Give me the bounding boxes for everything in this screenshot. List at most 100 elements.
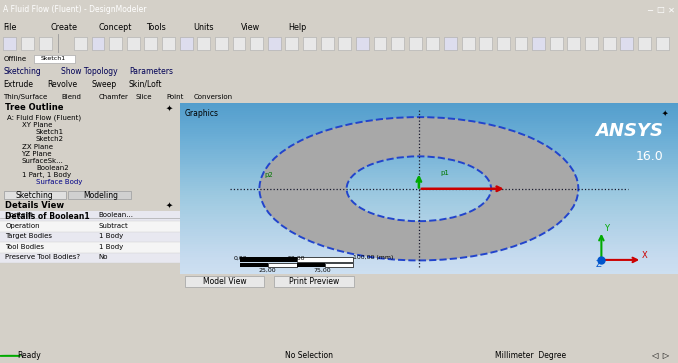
Bar	[197, 37, 210, 50]
Bar	[268, 37, 281, 50]
Text: Surface Body: Surface Body	[36, 179, 82, 185]
Bar	[567, 37, 580, 50]
Text: Sweep: Sweep	[92, 80, 117, 89]
Bar	[240, 257, 297, 262]
Bar	[321, 37, 334, 50]
Text: YZ Plane: YZ Plane	[22, 151, 52, 157]
Bar	[109, 37, 122, 50]
Bar	[603, 37, 616, 50]
Text: 1 Body: 1 Body	[99, 233, 123, 240]
Text: Z: Z	[595, 260, 601, 269]
Bar	[656, 37, 669, 50]
Bar	[585, 37, 598, 50]
Bar	[303, 37, 316, 50]
Text: Extrude: Extrude	[3, 80, 33, 89]
Text: Tool Bodies: Tool Bodies	[5, 244, 44, 250]
Text: Sketch1: Sketch1	[41, 57, 66, 61]
Text: Boolean2: Boolean2	[36, 165, 68, 171]
Bar	[338, 37, 351, 50]
Text: Tree Outline: Tree Outline	[5, 103, 64, 113]
Bar	[240, 263, 268, 267]
Text: Parameters: Parameters	[129, 67, 173, 76]
Text: A Fluid Flow (Fluent) - DesignModeler: A Fluid Flow (Fluent) - DesignModeler	[3, 5, 147, 15]
Bar	[34, 54, 75, 64]
Text: Preserve Tool Bodies?: Preserve Tool Bodies?	[5, 254, 81, 260]
Text: 100,00 (mm): 100,00 (mm)	[353, 256, 394, 260]
Text: 1 Part, 1 Body: 1 Part, 1 Body	[22, 172, 71, 178]
Bar	[0, 211, 180, 221]
Bar	[21, 37, 34, 50]
Bar	[297, 257, 353, 262]
Text: Chamfer: Chamfer	[98, 94, 128, 100]
Bar	[550, 37, 563, 50]
Text: Subtract: Subtract	[99, 223, 129, 229]
Text: Graphics: Graphics	[184, 109, 218, 118]
Text: Ready: Ready	[17, 351, 41, 360]
Text: Conversion: Conversion	[193, 94, 233, 100]
Circle shape	[0, 355, 20, 356]
Bar	[250, 37, 263, 50]
Text: Modeling: Modeling	[83, 191, 118, 200]
Bar	[479, 37, 492, 50]
Text: 1 Body: 1 Body	[99, 244, 123, 250]
Text: p2: p2	[264, 172, 273, 178]
Bar	[39, 37, 52, 50]
Bar	[275, 276, 354, 287]
Text: Details of Boolean1: Details of Boolean1	[5, 212, 90, 221]
Bar	[426, 37, 439, 50]
Bar	[285, 37, 298, 50]
Bar	[74, 37, 87, 50]
Text: No Selection: No Selection	[285, 351, 333, 360]
Bar	[0, 232, 180, 242]
Bar	[462, 37, 475, 50]
Text: SurfaceSk...: SurfaceSk...	[22, 158, 64, 164]
Bar	[92, 37, 104, 50]
Bar	[0, 242, 180, 253]
Text: ✦: ✦	[165, 201, 172, 209]
Text: Print Preview: Print Preview	[289, 277, 340, 286]
PathPatch shape	[260, 117, 578, 260]
Text: ✦: ✦	[662, 109, 668, 118]
Bar	[444, 37, 457, 50]
Bar	[3, 192, 66, 199]
Text: Sketch2: Sketch2	[36, 136, 64, 142]
Bar	[515, 37, 527, 50]
Bar	[268, 263, 297, 267]
Bar	[180, 37, 193, 50]
Bar	[497, 37, 510, 50]
Bar	[374, 37, 386, 50]
Text: Sketch1: Sketch1	[36, 129, 64, 135]
Text: ◁  ▷: ◁ ▷	[651, 351, 669, 360]
Text: ✦: ✦	[165, 103, 172, 113]
Text: File: File	[3, 23, 17, 32]
Bar	[215, 37, 228, 50]
Bar	[325, 263, 353, 267]
Text: Slice: Slice	[136, 94, 152, 100]
Text: A: Fluid Flow (Fluent): A: Fluid Flow (Fluent)	[7, 115, 81, 121]
Bar	[233, 37, 245, 50]
Text: ✕: ✕	[668, 5, 675, 15]
Bar	[68, 192, 131, 199]
Bar	[144, 37, 157, 50]
Text: No: No	[99, 254, 108, 260]
Text: Help: Help	[288, 23, 306, 32]
Bar	[162, 37, 175, 50]
Text: X: X	[642, 252, 647, 261]
Text: Sketching: Sketching	[16, 191, 53, 200]
Text: Point: Point	[166, 94, 184, 100]
Text: ─: ─	[647, 5, 652, 15]
Bar	[391, 37, 404, 50]
Text: Content: Content	[5, 212, 33, 219]
Text: Sketching: Sketching	[3, 67, 41, 76]
Text: 16.0: 16.0	[635, 150, 663, 163]
Text: Boolean...: Boolean...	[99, 212, 134, 219]
Text: Millimeter  Degree: Millimeter Degree	[495, 351, 566, 360]
Text: p1: p1	[441, 170, 450, 176]
Text: View: View	[241, 23, 260, 32]
Text: Skin/Loft: Skin/Loft	[129, 80, 162, 89]
Text: Create: Create	[51, 23, 78, 32]
Text: ANSYS: ANSYS	[595, 122, 663, 140]
Bar	[127, 37, 140, 50]
Bar	[184, 276, 264, 287]
Text: Offline: Offline	[3, 56, 26, 62]
